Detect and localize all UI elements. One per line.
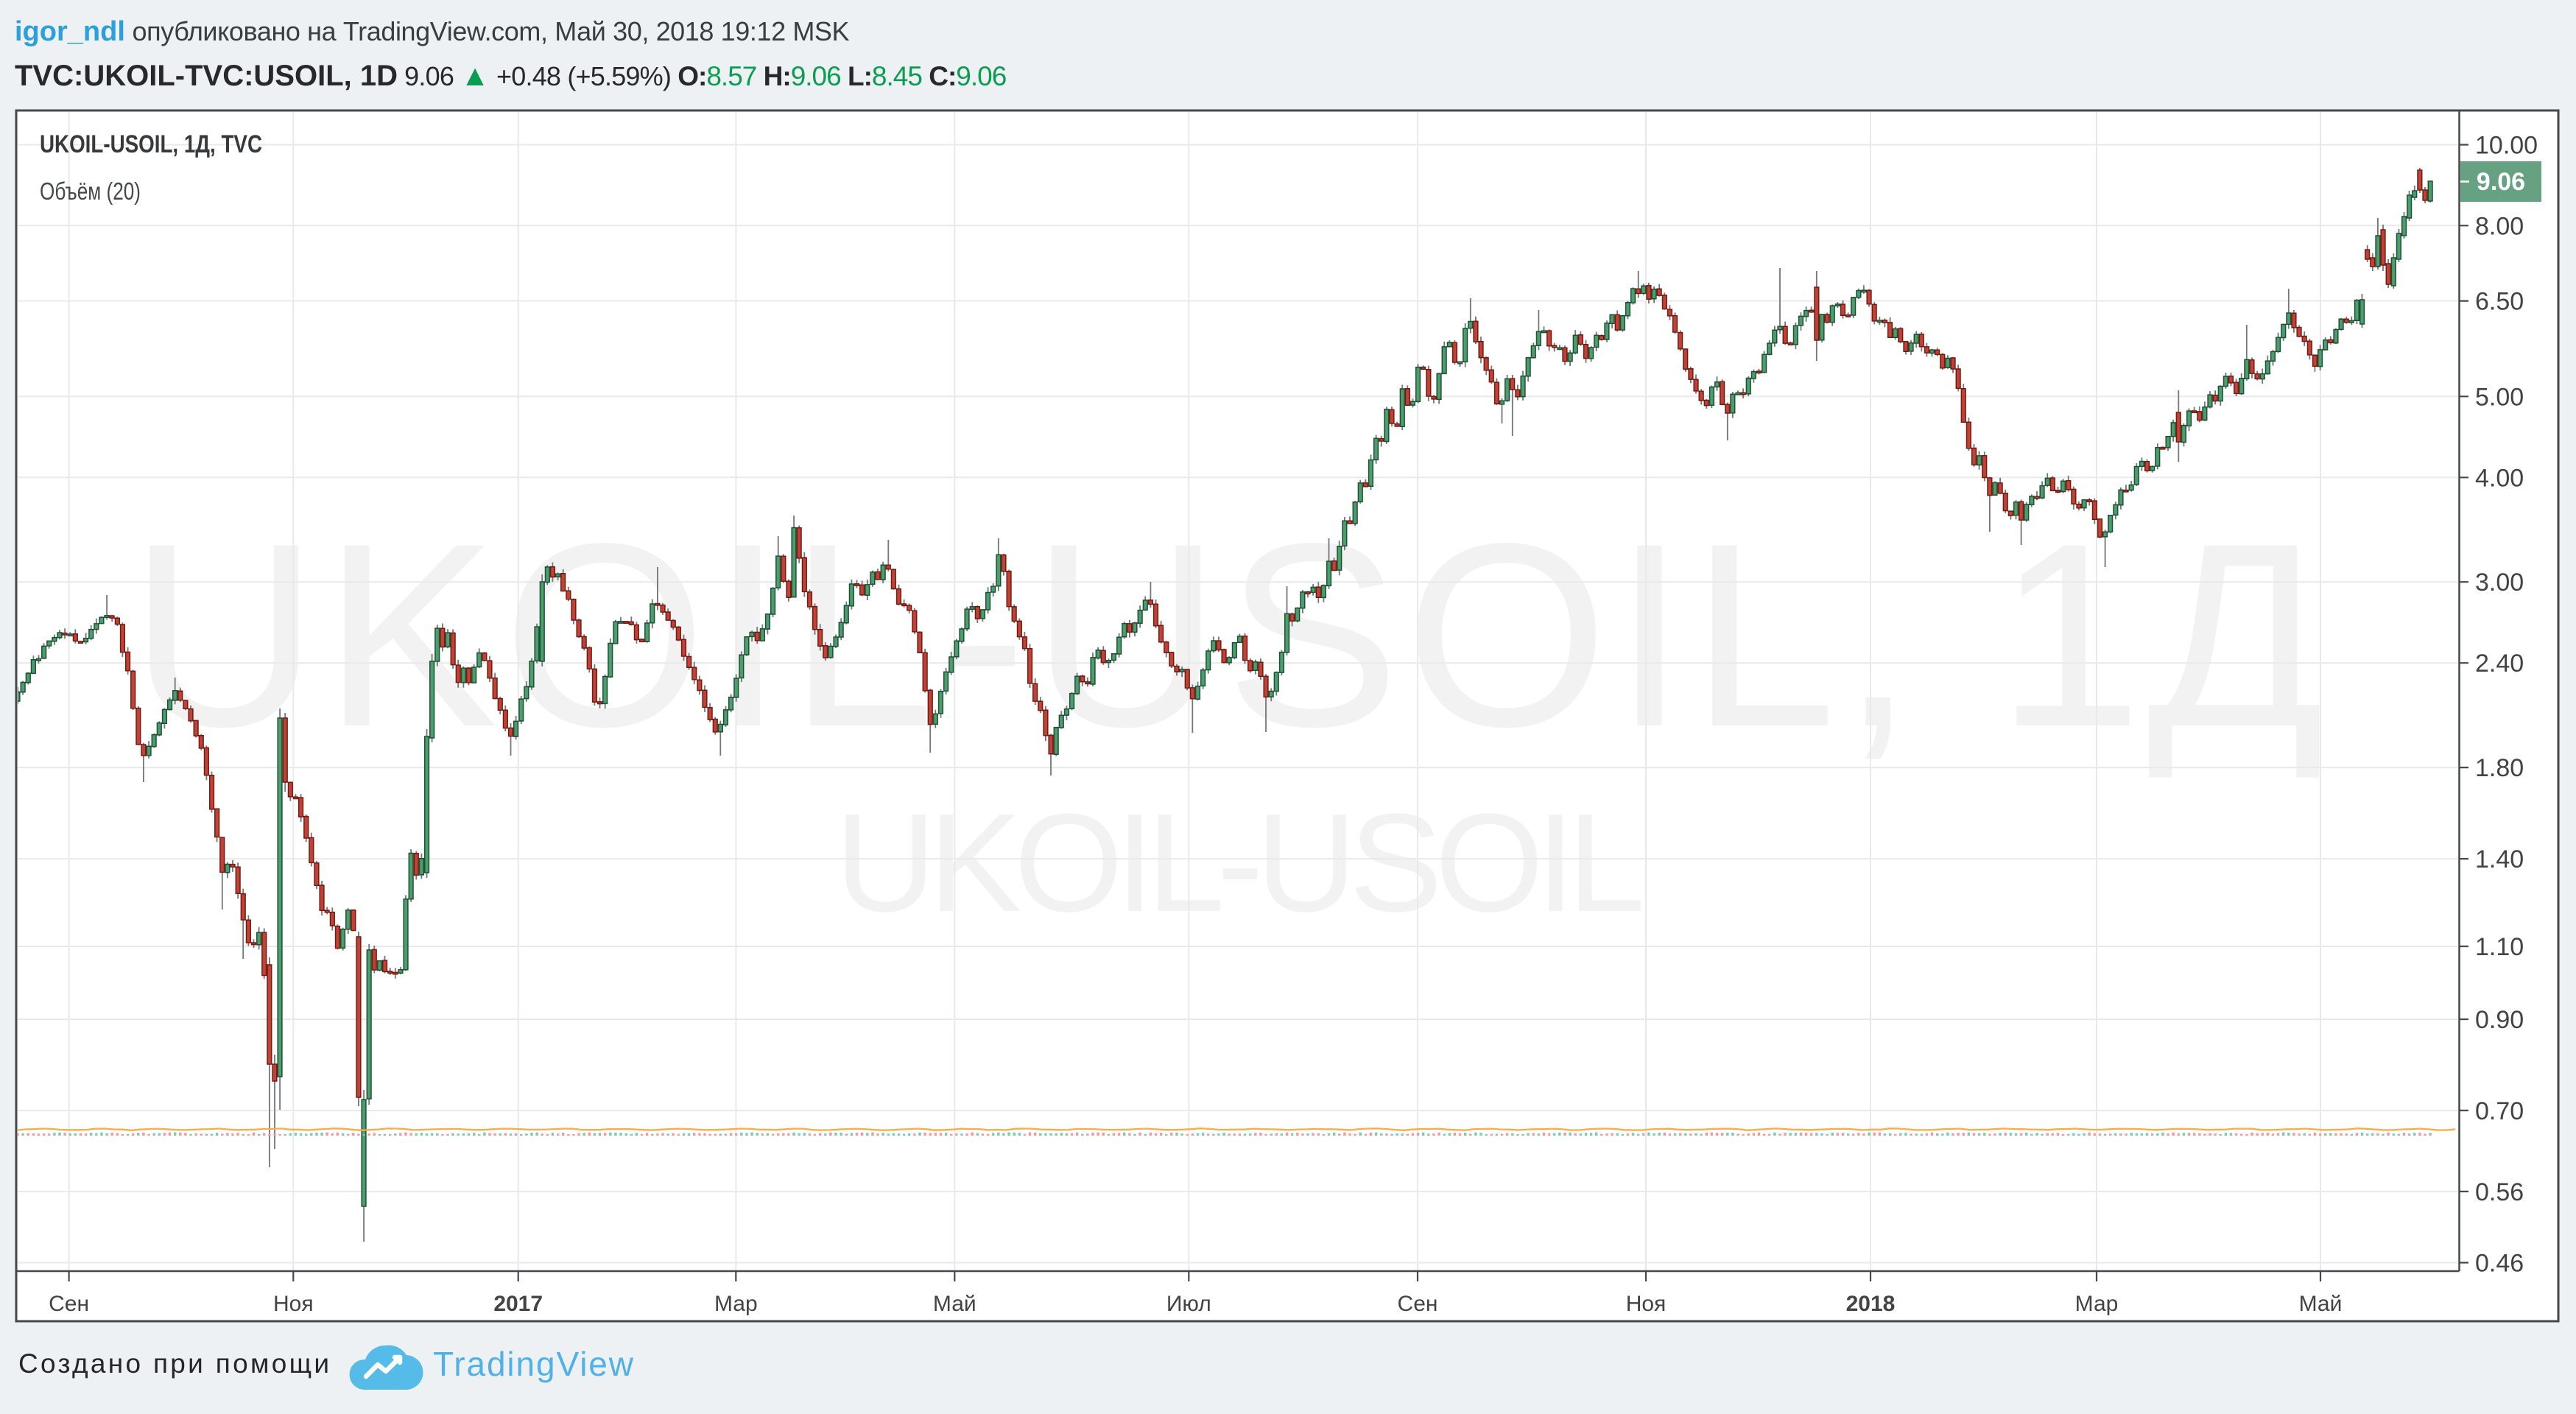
svg-text:3.00: 3.00 [2475,569,2524,597]
svg-text:0.90: 0.90 [2475,1006,2524,1034]
svg-text:2017: 2017 [493,1292,543,1316]
svg-text:0.70: 0.70 [2475,1097,2524,1125]
svg-text:Мар: Мар [714,1292,758,1316]
svg-text:2.40: 2.40 [2475,650,2524,678]
svg-text:10.00: 10.00 [2475,132,2538,160]
svg-text:4.00: 4.00 [2475,464,2524,492]
svg-text:Май: Май [2299,1292,2343,1316]
svg-text:Мар: Мар [2075,1292,2119,1316]
svg-text:igor_ndl опубликовано на Tradi: igor_ndl опубликовано на TradingView.com… [15,16,850,47]
svg-text:Июл: Июл [1166,1292,1211,1316]
svg-text:UKOIL-USOIL, 1Д: UKOIL-USOIL, 1Д [130,490,2324,781]
svg-text:9.06: 9.06 [2477,168,2525,196]
svg-text:Ноя: Ноя [273,1292,314,1316]
svg-text:1.40: 1.40 [2475,845,2524,873]
svg-text:TradingView: TradingView [433,1345,634,1383]
svg-text:Объём (20): Объём (20) [40,177,141,205]
svg-text:UKOIL-USOIL: UKOIL-USOIL [835,785,1645,941]
svg-text:Сен: Сен [1398,1292,1438,1316]
svg-text:Сен: Сен [49,1292,89,1316]
svg-text:Создано при помощи: Создано при помощи [18,1348,329,1379]
svg-text:6.50: 6.50 [2475,288,2524,316]
svg-text:8.00: 8.00 [2475,212,2524,240]
svg-text:UKOIL-USOIL, 1Д, TVC: UKOIL-USOIL, 1Д, TVC [40,130,262,158]
svg-text:1.80: 1.80 [2475,754,2524,782]
svg-text:0.46: 0.46 [2475,1250,2524,1278]
svg-text:0.56: 0.56 [2475,1178,2524,1206]
svg-text:5.00: 5.00 [2475,383,2524,411]
svg-text:Май: Май [933,1292,976,1316]
svg-text:Ноя: Ноя [1626,1292,1667,1316]
svg-text:TVC:UKOIL-TVC:USOIL, 1D 9.06: TVC:UKOIL-TVC:USOIL, 1D 9.06 ▲ +0.48 (+5… [15,60,1006,92]
svg-text:2018: 2018 [1846,1292,1896,1316]
svg-text:1.10: 1.10 [2475,933,2524,961]
